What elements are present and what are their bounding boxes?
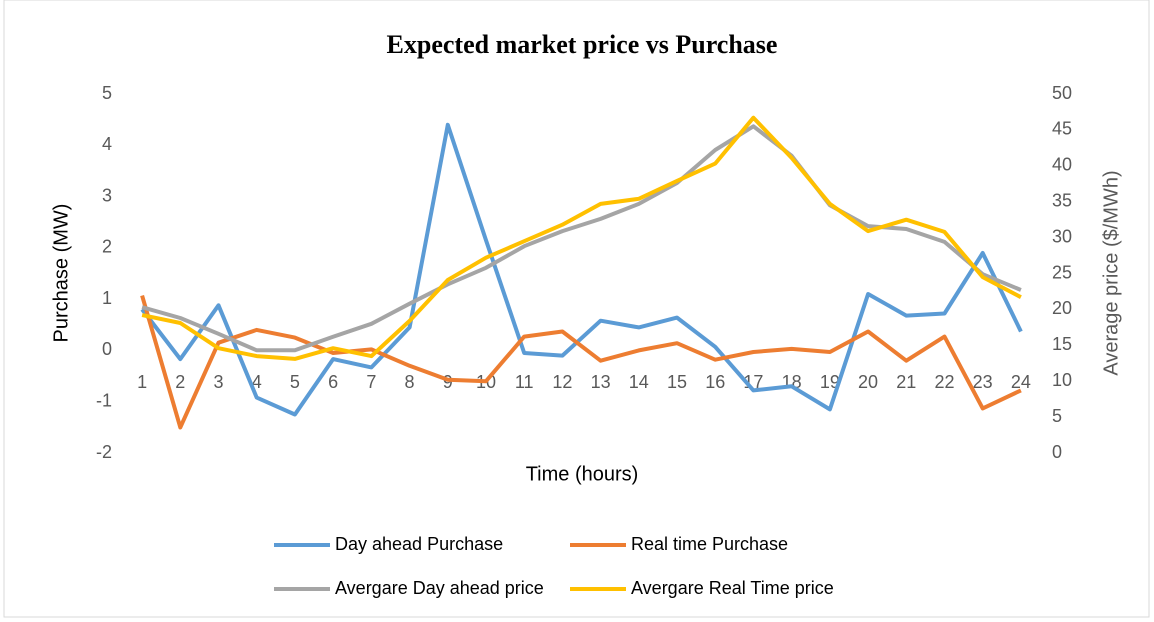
- y2-tick-label: 20: [1052, 298, 1072, 318]
- x-tick-label: 13: [591, 372, 611, 392]
- series-line: [141, 124, 1022, 353]
- y2-tick-label: 5: [1052, 406, 1062, 426]
- y2-tick-label: 10: [1052, 370, 1072, 390]
- legend-label: Day ahead Purchase: [335, 534, 503, 554]
- chart-frame: [3, 0, 1150, 618]
- y-tick-label: 4: [102, 134, 112, 154]
- y-tick-label: 5: [102, 83, 112, 103]
- x-tick-label: 6: [328, 372, 338, 392]
- y-tick-label: 1: [102, 288, 112, 308]
- x-tick-label: 24: [1011, 372, 1031, 392]
- y-tick-label: 3: [102, 185, 112, 205]
- x-tick-label: 22: [934, 372, 954, 392]
- x-axis-title: Time (hours): [526, 463, 639, 485]
- legend-label: Avergare Day ahead price: [335, 578, 544, 598]
- x-tick-label: 8: [405, 372, 415, 392]
- y2-tick-label: 35: [1052, 190, 1072, 210]
- x-tick-label: 3: [214, 372, 224, 392]
- series-line: [141, 115, 1022, 361]
- y-axis-title: Purchase (MW): [50, 204, 72, 343]
- x-tick-label: 1: [137, 372, 147, 392]
- y-tick-label: -1: [96, 390, 112, 410]
- x-tick-label: 2: [175, 372, 185, 392]
- y2-axis-title: Average price ($/MWh): [1100, 170, 1122, 375]
- y2-tick-label: 25: [1052, 262, 1072, 282]
- y2-tick-label: 50: [1052, 83, 1072, 103]
- legend-label: Avergare Real Time price: [631, 578, 834, 598]
- x-tick-label: 11: [515, 372, 534, 392]
- y-tick-label: 2: [102, 237, 112, 257]
- series-line: [140, 295, 1022, 430]
- x-tick-label: 12: [552, 372, 572, 392]
- series-line: [140, 122, 1023, 417]
- y2-tick-label: 40: [1052, 155, 1072, 175]
- x-tick-label: 9: [443, 372, 453, 392]
- x-tick-label: 20: [858, 372, 878, 392]
- legend-label: Real time Purchase: [631, 534, 788, 554]
- chart-title: Expected market price vs Purchase: [387, 30, 778, 59]
- x-tick-label: 14: [629, 372, 649, 392]
- x-tick-label: 5: [290, 372, 300, 392]
- x-tick-label: 19: [820, 372, 840, 392]
- y2-tick-label: 30: [1052, 226, 1072, 246]
- y2-tick-label: 15: [1052, 334, 1072, 354]
- y2-tick-label: 45: [1052, 119, 1072, 139]
- y2-tick-label: 0: [1052, 442, 1062, 462]
- x-tick-label: 4: [252, 372, 262, 392]
- x-tick-label: 15: [667, 372, 687, 392]
- y-tick-label: 0: [102, 339, 112, 359]
- x-tick-label: 21: [896, 372, 916, 392]
- y-tick-label: -2: [96, 442, 112, 462]
- x-tick-label: 16: [705, 372, 725, 392]
- x-tick-label: 23: [973, 372, 993, 392]
- x-tick-label: 7: [366, 372, 376, 392]
